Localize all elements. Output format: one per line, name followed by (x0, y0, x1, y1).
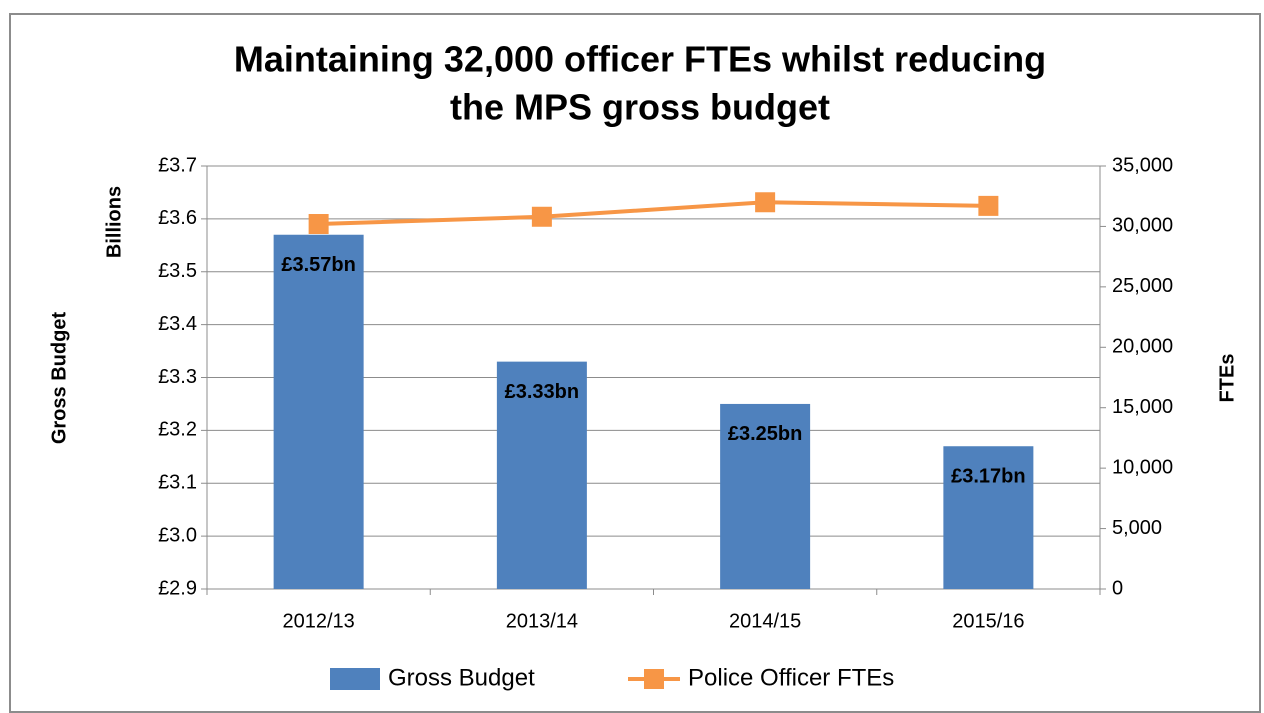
legend-label: Gross Budget (388, 664, 535, 691)
data-label: £3.25bn (728, 423, 802, 445)
y2-tick-label: 35,000 (1112, 154, 1173, 176)
data-label: £3.57bn (281, 254, 355, 276)
x-tick-label: 2015/16 (952, 610, 1024, 632)
y2-tick-label: 20,000 (1112, 336, 1173, 358)
legend-swatch (644, 669, 664, 689)
legend-swatch (330, 668, 380, 690)
y-tick-label: £3.2 (158, 419, 197, 441)
data-label: £3.17bn (951, 466, 1025, 488)
x-tick-label: 2013/14 (506, 610, 578, 632)
x-tick-label: 2014/15 (729, 610, 801, 632)
legend-label: Police Officer FTEs (688, 664, 894, 691)
x-tick-label: 2012/13 (282, 610, 354, 632)
bar (496, 361, 587, 589)
bar (273, 234, 364, 590)
y-tick-label: £3.0 (158, 524, 197, 546)
line-marker (978, 195, 999, 216)
chart-border (9, 13, 1261, 713)
y2-tick-label: 30,000 (1112, 215, 1173, 237)
y2-axis-label: FTEs (1216, 354, 1238, 403)
y2-tick-label: 0 (1112, 577, 1123, 599)
y-tick-label: £2.9 (158, 577, 197, 599)
line (318, 200, 989, 227)
y2-tick-label: 15,000 (1112, 396, 1173, 418)
y-tick-label: £3.6 (158, 207, 197, 229)
y-tick-label: £3.1 (158, 472, 197, 494)
line-marker (755, 192, 776, 213)
data-label: £3.33bn (505, 381, 579, 403)
y2-tick-label: 5,000 (1112, 517, 1162, 539)
y-tick-label: £3.3 (158, 366, 197, 388)
y2-tick-label: 25,000 (1112, 275, 1173, 297)
y-tick-label: £3.5 (158, 260, 197, 282)
y-tick-label: £3.4 (158, 313, 197, 335)
y-axis-unit: Billions (103, 186, 125, 258)
y-axis-label: Gross Budget (48, 312, 70, 445)
y-tick-label: £3.7 (158, 154, 197, 176)
line-marker (308, 214, 329, 235)
bar (943, 446, 1034, 589)
bar (720, 403, 811, 589)
y2-tick-label: 10,000 (1112, 456, 1173, 478)
line-marker (531, 206, 552, 227)
chart-title: Maintaining 32,000 officer FTEs whilst r… (234, 39, 1046, 80)
chart-title: the MPS gross budget (450, 87, 830, 128)
